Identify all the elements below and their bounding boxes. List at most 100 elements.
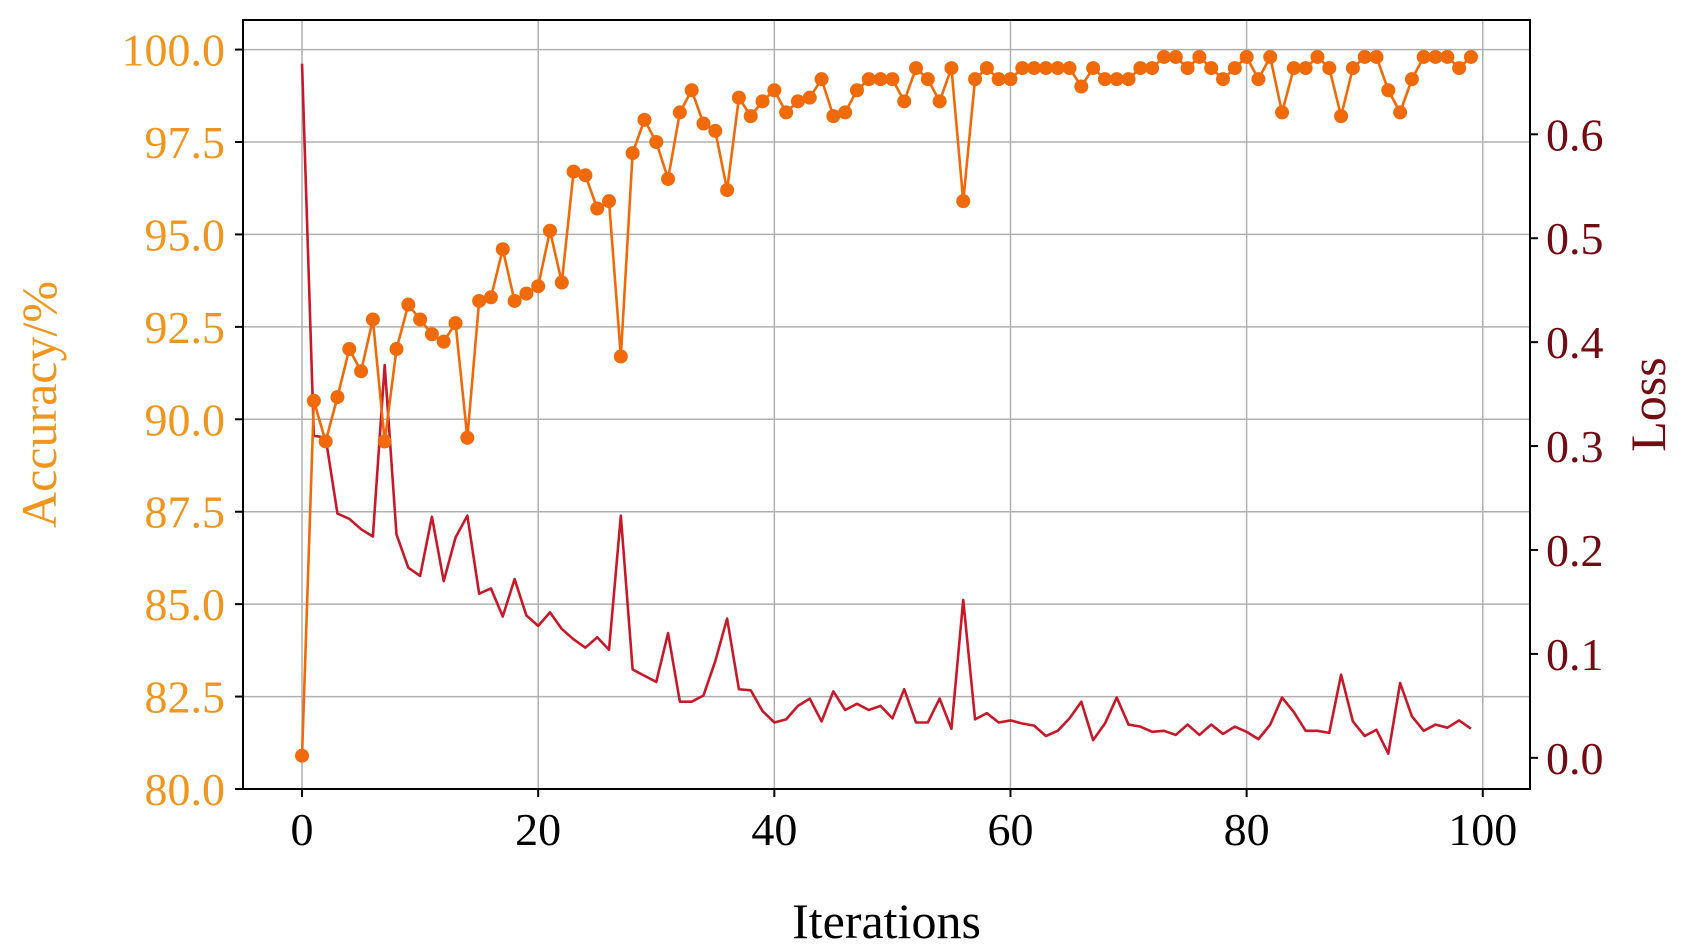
accuracy-data-point	[909, 61, 924, 76]
accuracy-data-point	[1003, 72, 1018, 87]
accuracy-data-point	[873, 72, 888, 87]
accuracy-data-point	[1286, 61, 1301, 76]
accuracy-data-point	[731, 90, 746, 105]
accuracy-data-point	[1416, 49, 1431, 64]
accuracy-data-point	[377, 434, 392, 449]
accuracy-data-point	[720, 183, 735, 198]
accuracy-data-point	[401, 297, 416, 312]
accuracy-data-point	[625, 146, 640, 161]
accuracy-data-point	[354, 364, 369, 379]
accuracy-data-point	[318, 434, 333, 449]
accuracy-data-point	[424, 327, 439, 342]
accuracy-data-point	[342, 342, 357, 357]
ticks-layer: 0 20 40 60 80 100 80.0 82.5 85.0 87.5 90.0 92.5 95.0…	[122, 25, 1604, 855]
accuracy-data-point	[507, 293, 522, 308]
accuracy-data-point	[1463, 49, 1478, 64]
y-right-tick-label: 0.5	[1546, 213, 1604, 264]
accuracy-data-point	[1263, 49, 1278, 64]
accuracy-data-point	[413, 312, 428, 327]
accuracy-data-point	[991, 72, 1006, 87]
y-left-tick-label: 92.5	[145, 302, 226, 353]
y-left-tick-label: 95.0	[145, 209, 226, 260]
accuracy-data-point	[1428, 49, 1443, 64]
accuracy-data-point	[1109, 72, 1124, 87]
accuracy-data-point	[554, 275, 569, 290]
accuracy-data-point	[661, 171, 676, 186]
accuracy-series-line	[300, 55, 1472, 756]
x-tick-label: 0	[291, 804, 314, 855]
accuracy-data-point	[1404, 72, 1419, 87]
y-right-tick-label: 0.0	[1546, 733, 1604, 784]
accuracy-data-point	[483, 290, 498, 305]
accuracy-data-point	[838, 105, 853, 120]
accuracy-data-point	[885, 72, 900, 87]
accuracy-data-point	[649, 135, 664, 150]
accuracy-data-point	[1180, 61, 1195, 76]
accuracy-data-point	[389, 342, 404, 357]
accuracy-data-point	[1251, 72, 1266, 87]
accuracy-data-point	[802, 90, 817, 105]
accuracy-data-point	[1357, 49, 1372, 64]
accuracy-data-point	[743, 109, 758, 124]
accuracy-data-point	[1086, 61, 1101, 76]
accuracy-data-point	[1038, 61, 1053, 76]
accuracy-data-point	[814, 72, 829, 87]
y-left-tick-label: 80.0	[145, 764, 226, 815]
accuracy-data-point	[944, 61, 959, 76]
accuracy-data-point	[1097, 72, 1112, 87]
accuracy-data-point	[1440, 49, 1455, 64]
accuracy-data-point	[968, 72, 983, 87]
accuracy-data-point	[1204, 61, 1219, 76]
y-left-tick-label: 97.5	[145, 117, 226, 168]
x-tick-label: 80	[1224, 804, 1270, 855]
accuracy-data-point	[672, 105, 687, 120]
accuracy-data-point	[897, 94, 912, 109]
accuracy-data-point	[708, 123, 723, 138]
accuracy-data-point	[861, 72, 876, 87]
x-axis-title: Iterations	[792, 893, 981, 949]
accuracy-data-point	[590, 201, 605, 216]
accuracy-data-point	[566, 164, 581, 179]
accuracy-data-point	[696, 116, 711, 131]
accuracy-data-point	[1369, 49, 1384, 64]
y-left-tick-label: 100.0	[122, 25, 226, 76]
y-left-tick-label: 85.0	[145, 579, 226, 630]
x-tick-label: 20	[515, 804, 561, 855]
accuracy-data-point	[1121, 72, 1136, 87]
accuracy-data-point	[1298, 61, 1313, 76]
accuracy-data-point	[767, 83, 782, 98]
accuracy-data-point	[1452, 61, 1467, 76]
y-left-tick-label: 87.5	[145, 487, 226, 538]
accuracy-data-point	[1050, 61, 1065, 76]
accuracy-data-point	[1239, 49, 1254, 64]
accuracy-data-point	[637, 112, 652, 127]
accuracy-data-point	[826, 109, 841, 124]
accuracy-data-point	[436, 334, 451, 349]
accuracy-data-point	[306, 393, 321, 408]
accuracy-data-point	[849, 83, 864, 98]
accuracy-data-point	[531, 279, 546, 294]
accuracy-data-point	[495, 242, 510, 257]
x-tick-label: 60	[987, 804, 1033, 855]
accuracy-data-point	[1145, 61, 1160, 76]
series-layer	[295, 49, 1478, 763]
accuracy-data-point	[295, 748, 310, 763]
plot-frame	[242, 19, 1531, 790]
accuracy-data-point	[1275, 105, 1290, 120]
accuracy-data-point	[755, 94, 770, 109]
accuracy-data-point	[330, 390, 345, 405]
accuracy-data-point	[1027, 61, 1042, 76]
y-right-axis-title: Loss	[1620, 357, 1676, 451]
accuracy-data-point	[1393, 105, 1408, 120]
y-right-tick-label: 0.3	[1546, 421, 1604, 472]
accuracy-data-point	[1381, 83, 1396, 98]
y-left-tick-label: 90.0	[145, 394, 226, 445]
accuracy-data-point	[1345, 61, 1360, 76]
accuracy-data-point	[542, 223, 557, 238]
accuracy-data-point	[365, 312, 380, 327]
loss-series-line	[300, 63, 1472, 755]
accuracy-data-point	[448, 316, 463, 331]
accuracy-data-point	[1192, 49, 1207, 64]
y-left-tick-label: 82.5	[145, 672, 226, 723]
